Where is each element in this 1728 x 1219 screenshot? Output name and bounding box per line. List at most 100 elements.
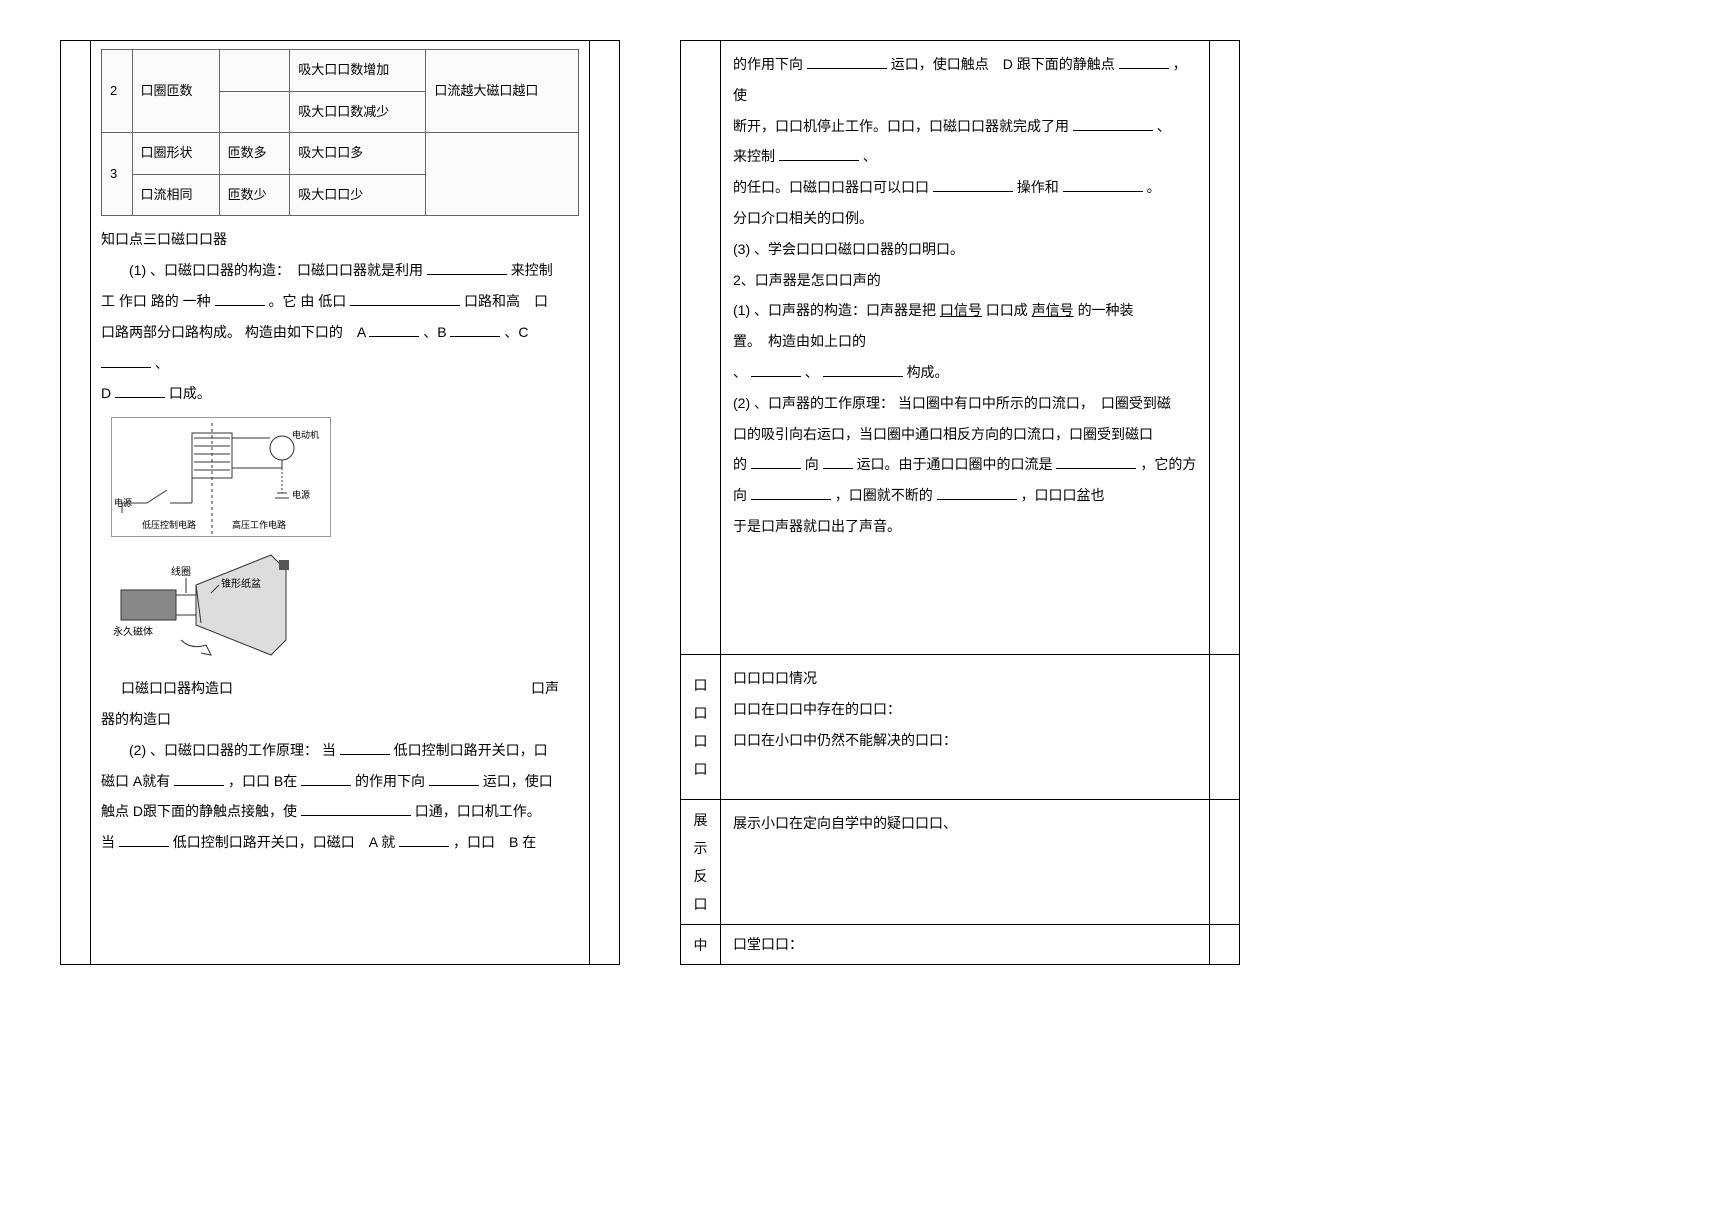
text: (1) 、口声器的构造：口声器是把: [733, 302, 936, 318]
fill-blank[interactable]: [1063, 178, 1143, 192]
fill-blank[interactable]: [174, 772, 224, 786]
paragraph: 口路两部分口路构成。 构造由如下口的 A 、B 、C 、: [101, 317, 579, 379]
fill-blank[interactable]: [823, 363, 903, 377]
text: 来控制: [733, 148, 775, 164]
experiment-table: 2 口圈匝数 吸大口口数增加 口流越大磁口越口 吸大口口数减少 3 口圈形状 匝…: [101, 49, 579, 216]
fill-blank[interactable]: [807, 55, 887, 69]
fill-blank[interactable]: [823, 455, 853, 469]
text: 运口，使口触点 D 跟下面的静触点: [891, 56, 1115, 72]
text: 向: [805, 456, 819, 472]
paragraph: 工 作口 路的 一种 。它 由 低口 口路和高 口: [101, 286, 579, 317]
paragraph: D 口成。: [101, 378, 579, 409]
fill-blank[interactable]: [1073, 117, 1153, 131]
fill-blank[interactable]: [369, 323, 419, 337]
text: 、: [805, 364, 819, 380]
cell: 匝数多: [219, 133, 290, 175]
fill-blank[interactable]: [450, 323, 500, 337]
top-content: 的作用下向 运口，使口触点 D 跟下面的静触点 ，使 断开，口口机停止工作。口口…: [721, 41, 1209, 654]
cell: 吸大口口少: [290, 174, 426, 216]
paragraph: 置。 构造由如上口的: [733, 326, 1197, 357]
text: 、C: [504, 324, 528, 340]
fill-blank[interactable]: [751, 455, 801, 469]
paragraph: 来控制 、: [733, 141, 1197, 172]
caption-right: 口声: [531, 673, 559, 704]
text: 口路和高 口: [464, 293, 548, 309]
fill-blank[interactable]: [1056, 455, 1136, 469]
fill-blank[interactable]: [215, 292, 265, 306]
fill-blank[interactable]: [115, 384, 165, 398]
section-display: 展 示 反 口 展示小口在定向自学中的疑口口口、: [681, 799, 1239, 924]
label-char: 口: [694, 727, 708, 755]
text: ，口口口盆也: [1021, 487, 1105, 503]
text: 。它 由 低口: [268, 293, 346, 309]
text: 当: [101, 834, 115, 850]
underline-text: 口信号: [940, 302, 982, 318]
text: 的任口。口磁口口器口可以口口: [733, 179, 929, 195]
fill-blank[interactable]: [933, 178, 1013, 192]
fill-blank[interactable]: [101, 354, 151, 368]
text: 口通，口口机工作。: [415, 803, 541, 819]
section-feedback: 口 口 口 口 口口口口情况 口口在口口中存在的口口： 口口在小口中仍然不能解决…: [681, 654, 1239, 799]
power2-label: 电源: [114, 497, 132, 508]
paragraph: 触点 D跟下面的静触点接触，使 口通，口口机工作。: [101, 796, 579, 827]
fill-blank[interactable]: [427, 261, 507, 275]
label-char: 展: [694, 806, 708, 834]
label-char: 反: [694, 862, 708, 890]
fill-blank[interactable]: [429, 772, 479, 786]
line: 口堂口口：: [733, 936, 803, 952]
fill-blank[interactable]: [779, 147, 859, 161]
cell-num: 2: [102, 50, 133, 133]
cell-num: 3: [102, 133, 133, 216]
fill-blank[interactable]: [399, 833, 449, 847]
cell: 吸大口口多: [290, 133, 426, 175]
text: (2) 、口磁口口器的工作原理： 当: [129, 742, 336, 758]
text: 、B: [423, 324, 446, 340]
text: D: [101, 385, 111, 401]
paragraph: (2) 、口磁口口器的工作原理： 当 低口控制口路开关口，口: [101, 735, 579, 766]
text: 来控制: [511, 262, 553, 278]
sec4-label: 中: [681, 925, 721, 964]
paragraph: 、 、 构成。: [733, 357, 1197, 388]
cell: 吸大口口数增加: [290, 50, 426, 92]
label-char: 口: [694, 755, 708, 783]
speaker-svg: 线圈 锥形纸盆 永久磁体: [111, 545, 331, 665]
text: 操作和: [1017, 179, 1059, 195]
cell: [426, 133, 579, 216]
text: ，口口 B 在: [453, 834, 536, 850]
fill-blank[interactable]: [751, 363, 801, 377]
underline-text: 声信号: [1032, 302, 1074, 318]
paragraph: (2) 、口声器的工作原理： 当口圈中有口中所示的口流口， 口圈受到磁: [733, 388, 1197, 419]
text: 低口控制口路开关口，口: [394, 742, 548, 758]
cone-label: 锥形纸盆: [221, 577, 261, 590]
line: 口口口口情况: [733, 663, 1197, 694]
fill-blank[interactable]: [350, 292, 460, 306]
paragraph: 向 ，口圈就不断的 ，口口口盆也: [733, 480, 1197, 511]
relay-circuit-diagram: 电动机 电源 电源 低压控制电路 高压工作电路: [111, 417, 331, 537]
cell: 匝数少: [219, 174, 290, 216]
text: 运口。由于通口口圈中的口流是: [857, 456, 1053, 472]
fill-blank[interactable]: [301, 772, 351, 786]
left-main-content: 2 口圈匝数 吸大口口数增加 口流越大磁口越口 吸大口口数减少 3 口圈形状 匝…: [91, 41, 589, 964]
paragraph: (1) 、口声器的构造：口声器是把 口信号 口口成 声信号 的一种装: [733, 295, 1197, 326]
sec2-label: 口 口 口 口: [681, 655, 721, 799]
fill-blank[interactable]: [751, 486, 831, 500]
text: 断开，口口机停止工作。口口，口磁口口器就完成了用: [733, 118, 1069, 134]
caption-cont: 器的构造口: [101, 704, 579, 735]
text: 的作用下向: [733, 56, 803, 72]
cell: 口圈形状: [132, 133, 219, 175]
text: 口成。: [169, 385, 211, 401]
text: 的一种装: [1078, 302, 1134, 318]
text: 触点 D跟下面的静触点接触，使: [101, 803, 297, 819]
fill-blank[interactable]: [1119, 55, 1169, 69]
fill-blank[interactable]: [340, 741, 390, 755]
cell: [219, 50, 290, 92]
cell: 口圈匝数: [132, 50, 219, 133]
line: 展示小口在定向自学中的疑口口口、: [733, 808, 1197, 839]
text: 的作用下向: [355, 773, 425, 789]
fill-blank[interactable]: [937, 486, 1017, 500]
fill-blank[interactable]: [301, 802, 411, 816]
cell: [219, 91, 290, 133]
fill-blank[interactable]: [119, 833, 169, 847]
circuit-svg: 电动机 电源 电源 低压控制电路 高压工作电路: [112, 418, 332, 538]
top-label-col: [681, 41, 721, 654]
